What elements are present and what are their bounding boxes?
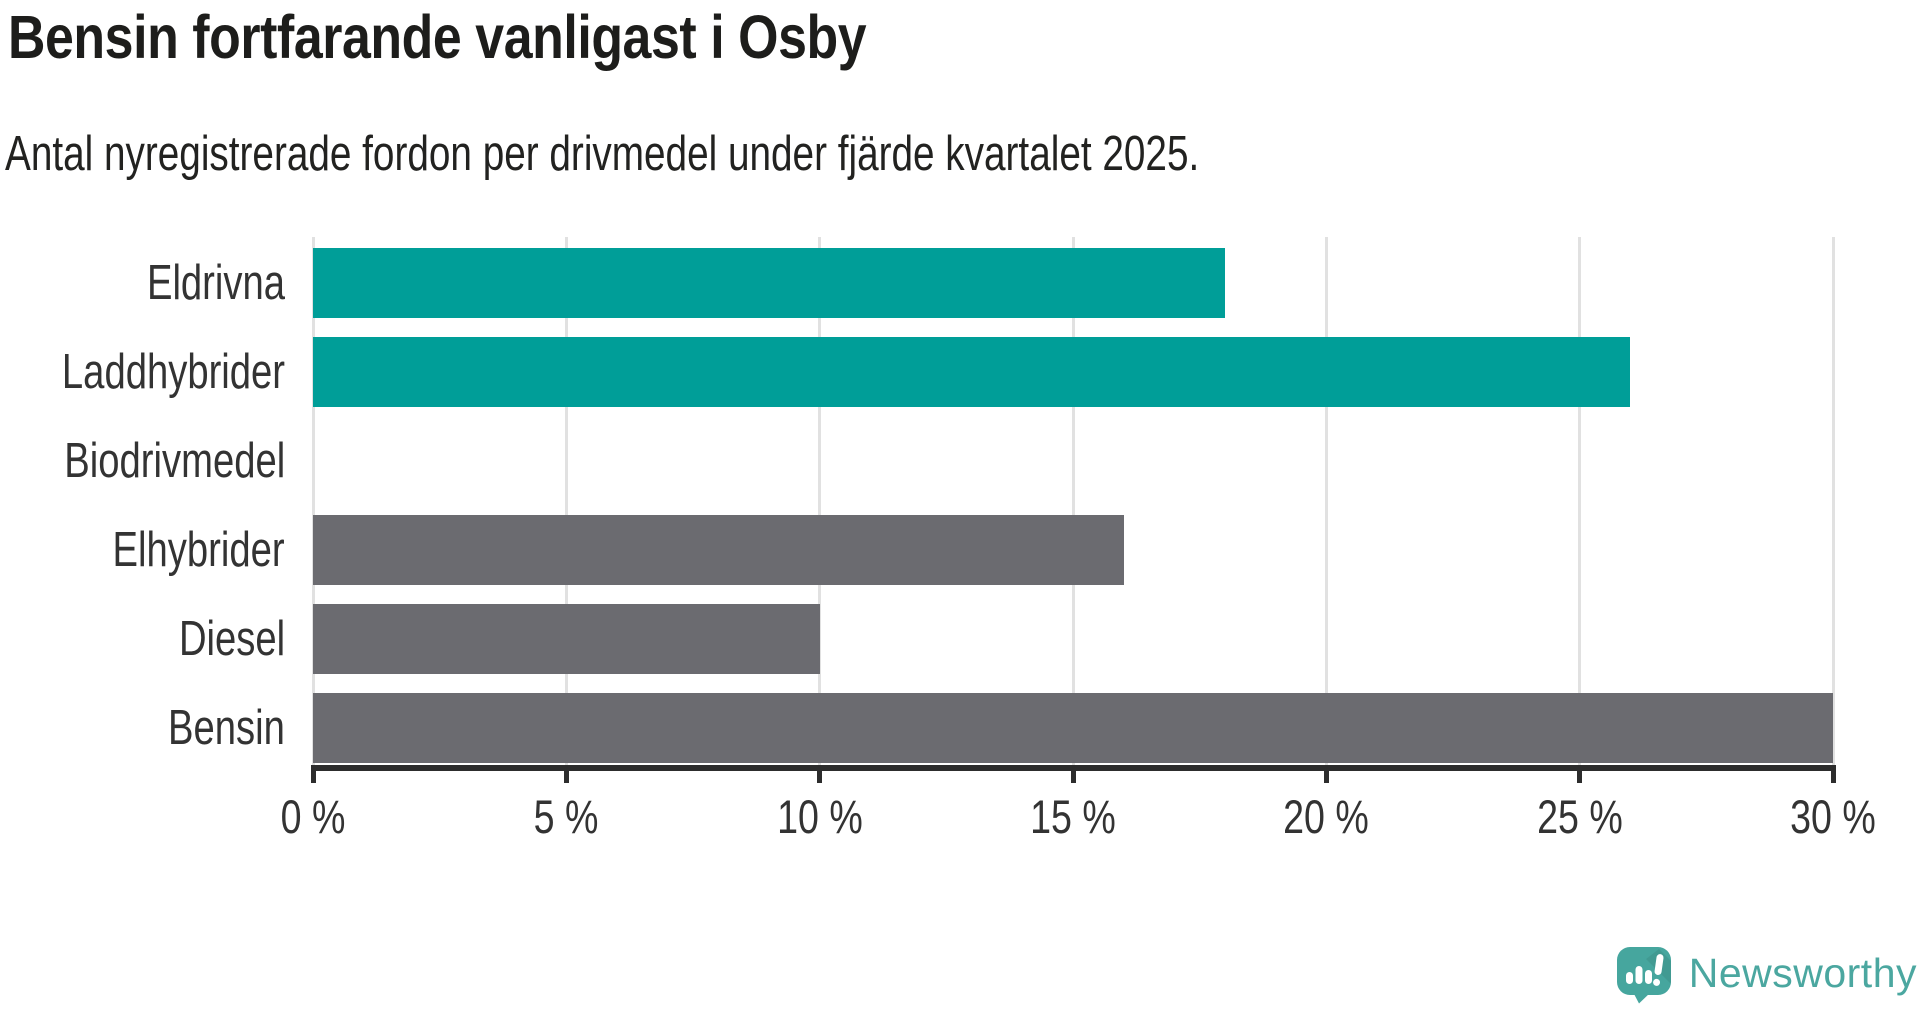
page-title: Bensin fortfarande vanligast i Osby [8,3,867,71]
x-tick-15 [1070,765,1076,783]
x-tick-label-5: 5 % [533,790,599,843]
x-tick-30 [1830,765,1836,783]
gridline-5 [564,237,568,765]
x-tick-5 [563,765,569,783]
bar-bensin [313,693,1833,763]
newsworthy-logo: Newsworthy [1614,942,1917,1004]
bar-elhybrider [313,515,1124,585]
gridline-30 [1831,237,1835,765]
category-label-biodrivmedel: Biodrivmedel [64,434,285,488]
category-label-eldrivna: Eldrivna [146,256,285,310]
category-label-laddhybrider: Laddhybrider [61,345,285,399]
chart-subtitle: Antal nyregistrerade fordon per drivmede… [5,127,1200,181]
bar-diesel [313,604,820,674]
x-tick-label-10: 10 % [776,790,863,843]
gridline-25 [1578,237,1582,765]
gridline-15 [1071,237,1075,765]
x-tick-label-20: 20 % [1283,790,1370,843]
category-label-elhybrider: Elhybrider [112,523,285,577]
plot-area [311,237,1835,765]
x-tick-label-30: 30 % [1790,790,1876,843]
category-label-diesel: Diesel [178,612,285,666]
gridline-0 [311,237,315,765]
y-axis-category-labels: Eldrivna Laddhybrider Biodrivmedel Elhybrid… [0,237,285,765]
x-tick-label-25: 25 % [1536,790,1623,843]
x-tick-label-15: 15 % [1030,790,1116,843]
x-tick-25 [1577,765,1583,783]
x-tick-0 [310,765,316,783]
gridline-20 [1324,237,1328,765]
bar-laddhybrider [313,337,1631,407]
x-tick-20 [1323,765,1329,783]
logo-text: Newsworthy [1688,950,1917,996]
bar-eldrivna [313,248,1225,318]
x-tick-label-0: 0 % [280,790,346,843]
gridline-10 [818,237,822,765]
x-tick-10 [817,765,823,783]
newsworthy-speech-bubble-chart-icon [1616,947,1671,1004]
category-label-bensin: Bensin [168,701,285,755]
